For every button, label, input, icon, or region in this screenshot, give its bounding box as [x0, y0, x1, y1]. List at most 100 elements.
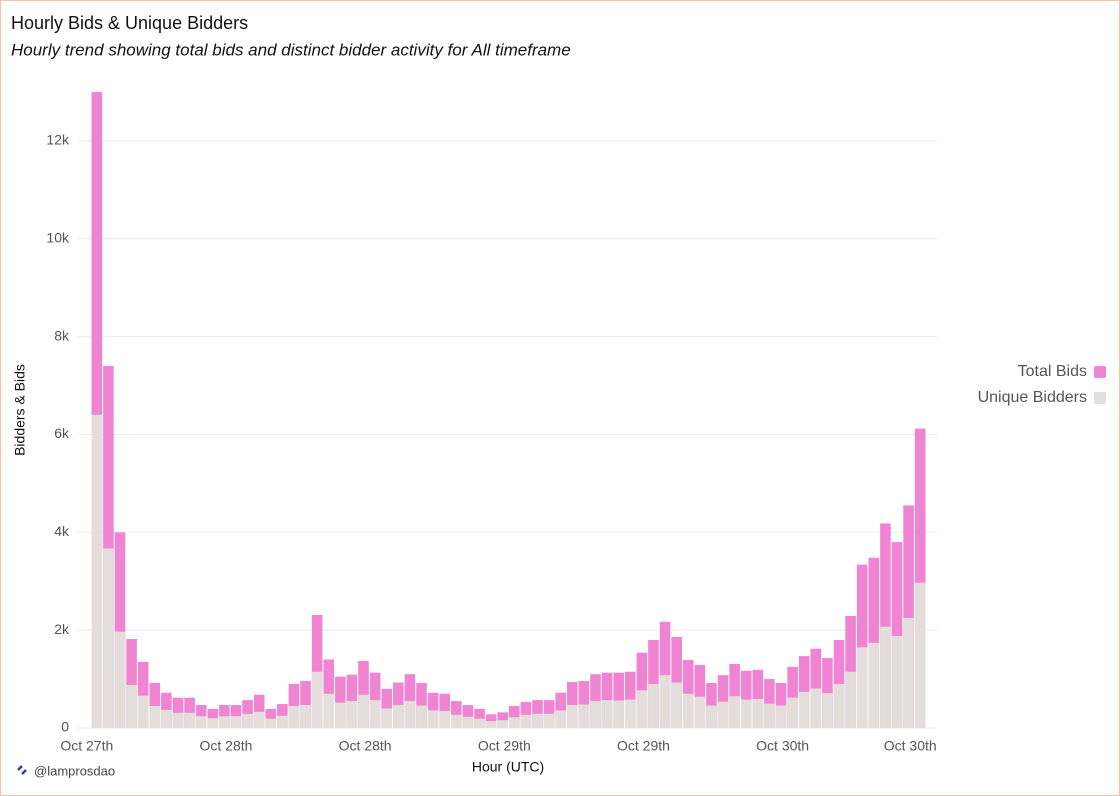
bar [485, 721, 497, 728]
bar [903, 617, 914, 728]
bar [532, 713, 543, 728]
bar [369, 700, 381, 728]
bar [137, 661, 149, 728]
bar [891, 542, 903, 728]
bar [509, 705, 520, 728]
bar [903, 505, 914, 728]
bar [323, 693, 335, 728]
bar [497, 720, 508, 728]
bar [682, 693, 694, 728]
bar [474, 708, 485, 728]
bar [439, 710, 451, 728]
logo [17, 765, 27, 775]
legend-swatch [1094, 392, 1106, 404]
y-tick-label: 8k [54, 327, 70, 343]
bar [880, 523, 891, 728]
bar [277, 715, 288, 728]
bar [451, 701, 462, 728]
y-tick-label: 2k [54, 621, 70, 637]
bar [335, 676, 346, 728]
bar [764, 703, 775, 728]
bar [335, 702, 346, 728]
bar [775, 705, 787, 728]
bar [740, 670, 752, 728]
bar [810, 688, 822, 728]
y-tick-label: 10k [46, 229, 70, 245]
bar [126, 638, 137, 728]
bar [798, 691, 810, 728]
bar [253, 711, 265, 728]
bar [114, 532, 126, 728]
bar [451, 714, 462, 728]
bar [868, 642, 880, 728]
bar [311, 671, 323, 728]
x-tick-label: Oct 28th [200, 738, 253, 754]
bar [520, 714, 532, 728]
bar [636, 690, 648, 728]
y-axis-title: Bidders & Bids [12, 364, 28, 456]
bar [253, 694, 265, 728]
x-tick-label: Oct 30th [884, 738, 937, 754]
bar [613, 700, 624, 728]
x-tick-label: Oct 29th [478, 738, 531, 754]
bar [752, 699, 764, 728]
bar [856, 564, 868, 728]
y-tick-label: 0 [61, 719, 69, 735]
bar [891, 636, 903, 728]
bar [787, 697, 798, 728]
bar [624, 699, 636, 728]
bar [462, 716, 474, 728]
legend-swatch [1094, 366, 1106, 378]
x-tick-label: Oct 28th [339, 738, 392, 754]
chart-subtitle: Hourly trend showing total bids and dist… [11, 40, 571, 59]
x-tick-label: Oct 29th [617, 738, 670, 754]
bar [880, 626, 891, 728]
x-axis-title: Hour (UTC) [472, 759, 544, 775]
bar [195, 716, 207, 728]
y-tick-label: 12k [46, 132, 70, 148]
bar [740, 699, 752, 728]
bar [729, 696, 740, 728]
bar [230, 716, 242, 728]
bar [393, 705, 404, 728]
y-tick-label: 4k [54, 523, 70, 539]
bar [149, 705, 161, 728]
legend-label: Total Bids [1018, 363, 1087, 380]
bar [822, 658, 833, 728]
bar [288, 705, 300, 728]
bar [752, 669, 764, 728]
bar [509, 717, 520, 728]
bar [706, 705, 717, 728]
bar [172, 712, 184, 728]
bar [671, 682, 682, 728]
bar [543, 713, 555, 728]
bar [822, 693, 833, 728]
bar [184, 712, 195, 728]
bar [462, 705, 474, 728]
bar [601, 700, 613, 728]
bar [659, 675, 671, 728]
bar [648, 683, 659, 728]
bar [787, 666, 798, 728]
bar [659, 621, 671, 728]
bar [161, 709, 172, 728]
legend-label: Unique Bidders [978, 389, 1087, 406]
bar [149, 682, 161, 728]
bar [613, 672, 624, 728]
bar [91, 92, 103, 728]
bar [114, 631, 126, 728]
bar [137, 695, 149, 728]
bar [856, 647, 868, 728]
bar [358, 660, 369, 728]
bar [265, 718, 277, 728]
bar [717, 701, 729, 728]
bar [103, 548, 114, 728]
bar [833, 683, 845, 728]
bar [416, 705, 427, 728]
bar [578, 704, 590, 728]
x-tick-label: Oct 30th [756, 738, 809, 754]
y-tick-label: 6k [54, 425, 70, 441]
bar [265, 708, 277, 728]
footer: @lamprosdao [34, 763, 115, 778]
chart-title: Hourly Bids & Unique Bidders [11, 13, 248, 33]
